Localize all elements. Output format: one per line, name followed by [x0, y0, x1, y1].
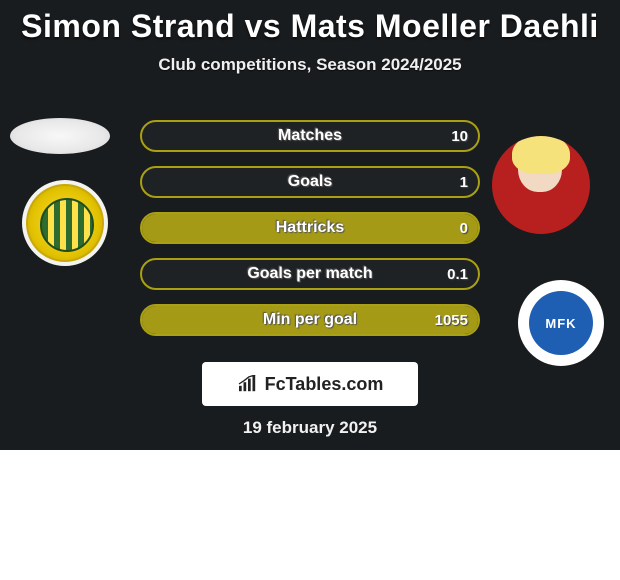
- chart-icon: [237, 375, 259, 393]
- player-left-avatar: [10, 118, 110, 154]
- stat-fill: [142, 214, 478, 242]
- stat-fill: [142, 306, 478, 334]
- stat-value-right: 0.1: [447, 260, 468, 288]
- stats-list: Matches10Goals1Hattricks0Goals per match…: [140, 120, 480, 350]
- stat-label: Matches: [142, 122, 478, 150]
- page-title: Simon Strand vs Mats Moeller Daehli: [0, 0, 620, 45]
- club-left-logo: [22, 180, 108, 266]
- stat-row: Hattricks0: [140, 212, 480, 244]
- date-text: 19 february 2025: [0, 418, 620, 438]
- stat-value-right: 1055: [435, 306, 468, 334]
- player-right-avatar: [492, 136, 590, 234]
- brand-badge[interactable]: FcTables.com: [202, 362, 418, 406]
- brand-text: FcTables.com: [265, 374, 384, 395]
- club-right-logo: MFK: [518, 280, 604, 366]
- stat-label: Goals: [142, 168, 478, 196]
- stat-value-right: 1: [460, 168, 468, 196]
- subtitle: Club competitions, Season 2024/2025: [0, 55, 620, 75]
- stat-value-right: 0: [460, 214, 468, 242]
- comparison-banner: Simon Strand vs Mats Moeller Daehli Club…: [0, 0, 620, 450]
- stat-row: Min per goal1055: [140, 304, 480, 336]
- stat-row: Goals per match0.1: [140, 258, 480, 290]
- stat-value-right: 10: [451, 122, 468, 150]
- stat-label: Goals per match: [142, 260, 478, 288]
- stat-row: Matches10: [140, 120, 480, 152]
- stat-row: Goals1: [140, 166, 480, 198]
- club-right-text: MFK: [529, 291, 593, 355]
